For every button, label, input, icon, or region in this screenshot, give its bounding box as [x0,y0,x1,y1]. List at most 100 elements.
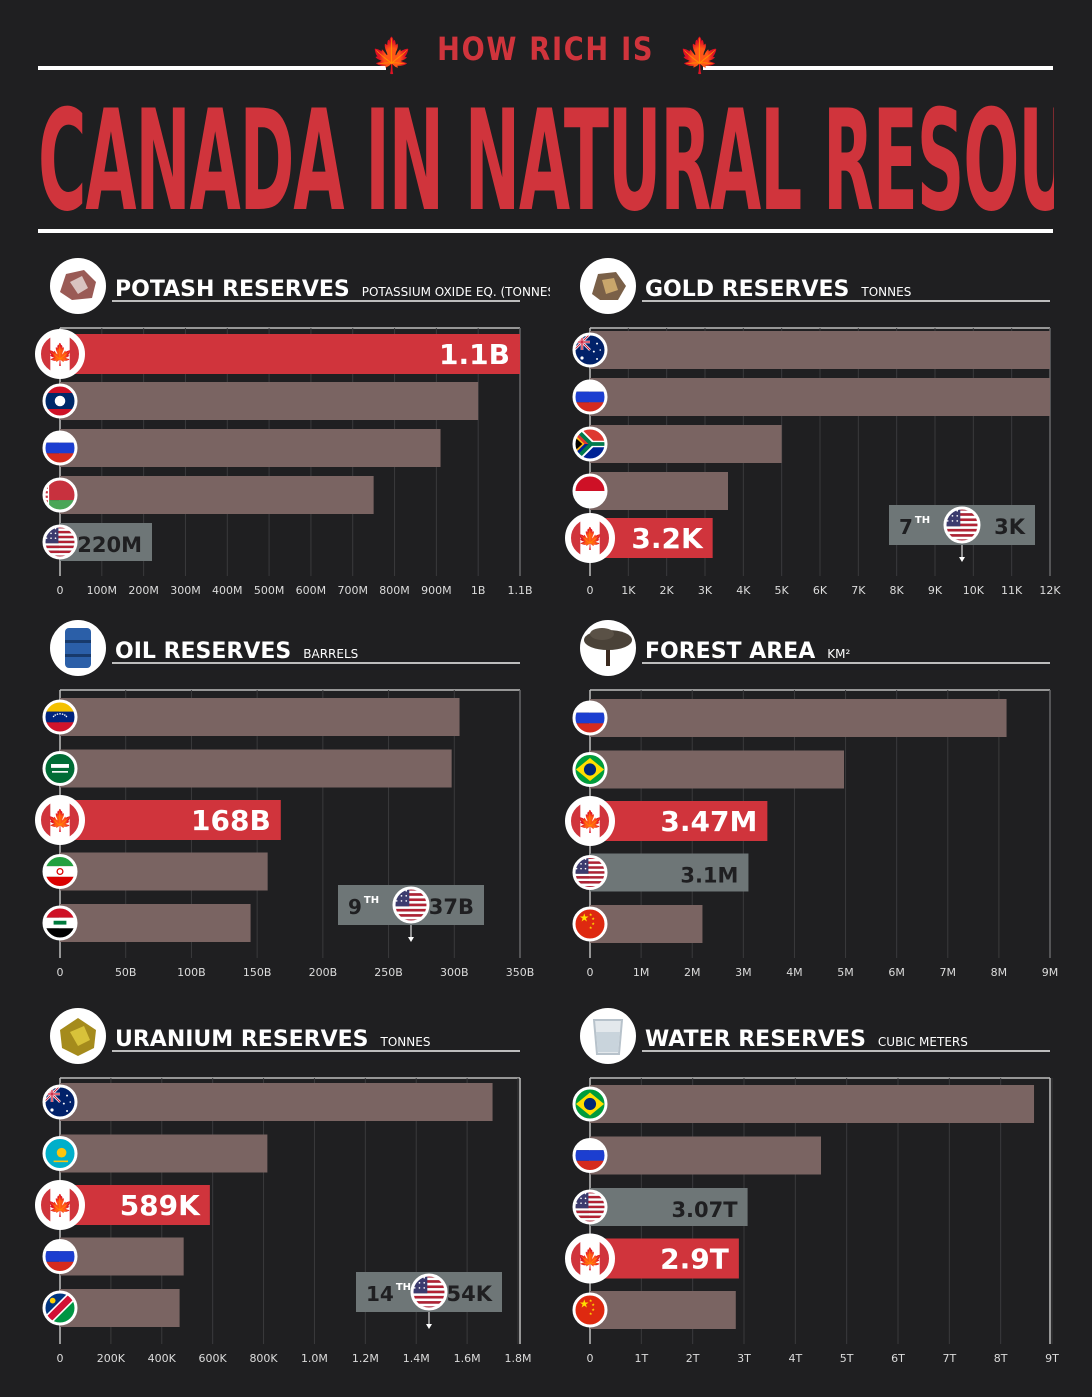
tick-label: 250B [374,966,403,979]
tick-label: 11K [1001,584,1023,597]
tick-label: 6M [888,966,905,979]
usa-flag-icon [42,524,78,560]
tick-label: 500M [254,584,285,597]
canada-flag-icon: 🍁 [35,329,85,379]
usa-flag-icon [410,1273,448,1311]
chart-title: WATER RESERVES [645,1027,866,1052]
gold-nugget-icon [580,258,636,314]
bar-russia [60,1237,184,1276]
usa-rank-suffix: TH [915,515,930,526]
tick-label: 9M [1042,966,1059,979]
tick-label: 800M [379,584,410,597]
tick-label: 900M [421,584,452,597]
bar-usa [590,1188,748,1226]
laos-flag-icon [42,383,78,419]
tick-label: 1.0M [301,1352,328,1365]
svg-text:★: ★ [591,1302,595,1307]
tick-label: 0 [587,584,594,597]
tick-label: 1K [621,584,636,597]
tick-label: 7K [851,584,866,597]
chart-unit: CUBIC METERS [878,1035,968,1049]
water-chart: WATER RESERVES CUBIC METERS 0 1T 2T 3T 4T 5T 6T 7… [565,1008,1059,1365]
bar-canada [60,334,520,374]
tick-label: 800K [249,1352,278,1365]
svg-text:★: ★ [589,925,593,930]
bar-russia [60,429,441,467]
usa-rank: 7 [899,515,913,539]
svg-text:★: ★ [589,1311,593,1316]
tick-label: 3M [735,966,752,979]
tick-label: 50B [115,966,137,979]
south-africa-flag-icon [572,426,608,462]
page-title-wrap: CANADA IN NATURAL RESOURCES? [38,78,1054,218]
tick-label: 350B [506,966,535,979]
tick-label: 2K [660,584,675,597]
usa-callout: 7 TH 3K [889,505,1035,562]
canada-flag-icon: 🍁 [565,796,615,846]
china-flag-icon: ★ ★★★★ [572,1292,608,1328]
header-kicker-row: 🍁 HOW RICH IS 🍁 [0,30,1092,76]
tick-label: 200B [309,966,338,979]
uranium-chart: URANIUM RESERVES TONNES 0 200K 400K 600K 800K 1… [35,1008,531,1365]
svg-text:★: ★ [591,1307,595,1312]
tick-label: 600K [199,1352,228,1365]
bar-indonesia [590,472,728,510]
chart-unit: TONNES [380,1035,431,1049]
bar-iran [60,852,268,891]
bar-namibia [60,1289,180,1327]
iran-flag-icon [42,854,78,889]
tick-label: 1.4M [403,1352,430,1365]
tick-label: 8T [994,1352,1008,1365]
maple-leaf-icon: 🍁 [370,35,414,76]
bar-china [590,1291,736,1329]
tick-label: 10K [963,584,985,597]
maple-leaf-icon: 🍁 [678,35,722,76]
tick-label: 0 [57,966,64,979]
chart-unit: TONNES [860,285,911,299]
header-rule-right [703,66,1053,70]
canada-flag-icon: 🍁 [35,795,85,845]
saudi-arabia-flag-icon [42,751,78,786]
bar-brazil [590,1085,1035,1123]
svg-text:★: ★ [579,911,589,924]
usa-rank: 14 [366,1282,394,1306]
tick-label: 100B [177,966,206,979]
svg-text:🍁: 🍁 [47,343,73,367]
tick-label: 3K [698,584,713,597]
usa-callout-value: 54K [447,1282,493,1306]
tick-label: 150B [243,966,272,979]
tick-label: 0 [587,966,594,979]
bar-kazakhstan [60,1134,268,1173]
canada-flag-icon: 🍁 [565,513,615,563]
chart-title: URANIUM RESERVES [115,1027,369,1052]
svg-text:🍁: 🍁 [577,1247,603,1271]
tick-label: 5T [840,1352,854,1365]
usa-callout-value: 37B [429,895,474,919]
chart-title: OIL RESERVES [115,639,291,664]
russia-flag-icon [572,379,608,415]
oil-barrel-icon [50,620,106,676]
bar-value-label: 589K [120,1189,201,1222]
bar-value-label: 1.1B [439,338,510,371]
tick-label: 1T [634,1352,648,1365]
uranium-ore-icon [50,1008,106,1064]
bar-brazil [590,750,845,789]
tick-label: 100M [87,584,118,597]
chart-title: GOLD RESERVES [645,277,849,302]
usa-callout-arrowhead [959,557,965,562]
svg-text:🍁: 🍁 [47,1194,73,1218]
tick-label: 4K [736,584,751,597]
iraq-flag-icon [42,905,78,941]
bar-russia [590,1136,821,1175]
tick-label: 4M [786,966,803,979]
usa-callout: 14 TH 54K [356,1272,502,1329]
chart-unit: BARRELS [303,647,358,661]
tick-label: 6T [891,1352,905,1365]
tick-label: 3T [737,1352,751,1365]
bar-belarus [60,476,374,514]
russia-flag-icon [572,1138,608,1173]
tick-label: 600M [296,584,327,597]
bar-value-label: 3.07T [671,1198,738,1222]
tick-label: 9T [1045,1352,1059,1365]
svg-text:🍁: 🍁 [577,810,603,834]
